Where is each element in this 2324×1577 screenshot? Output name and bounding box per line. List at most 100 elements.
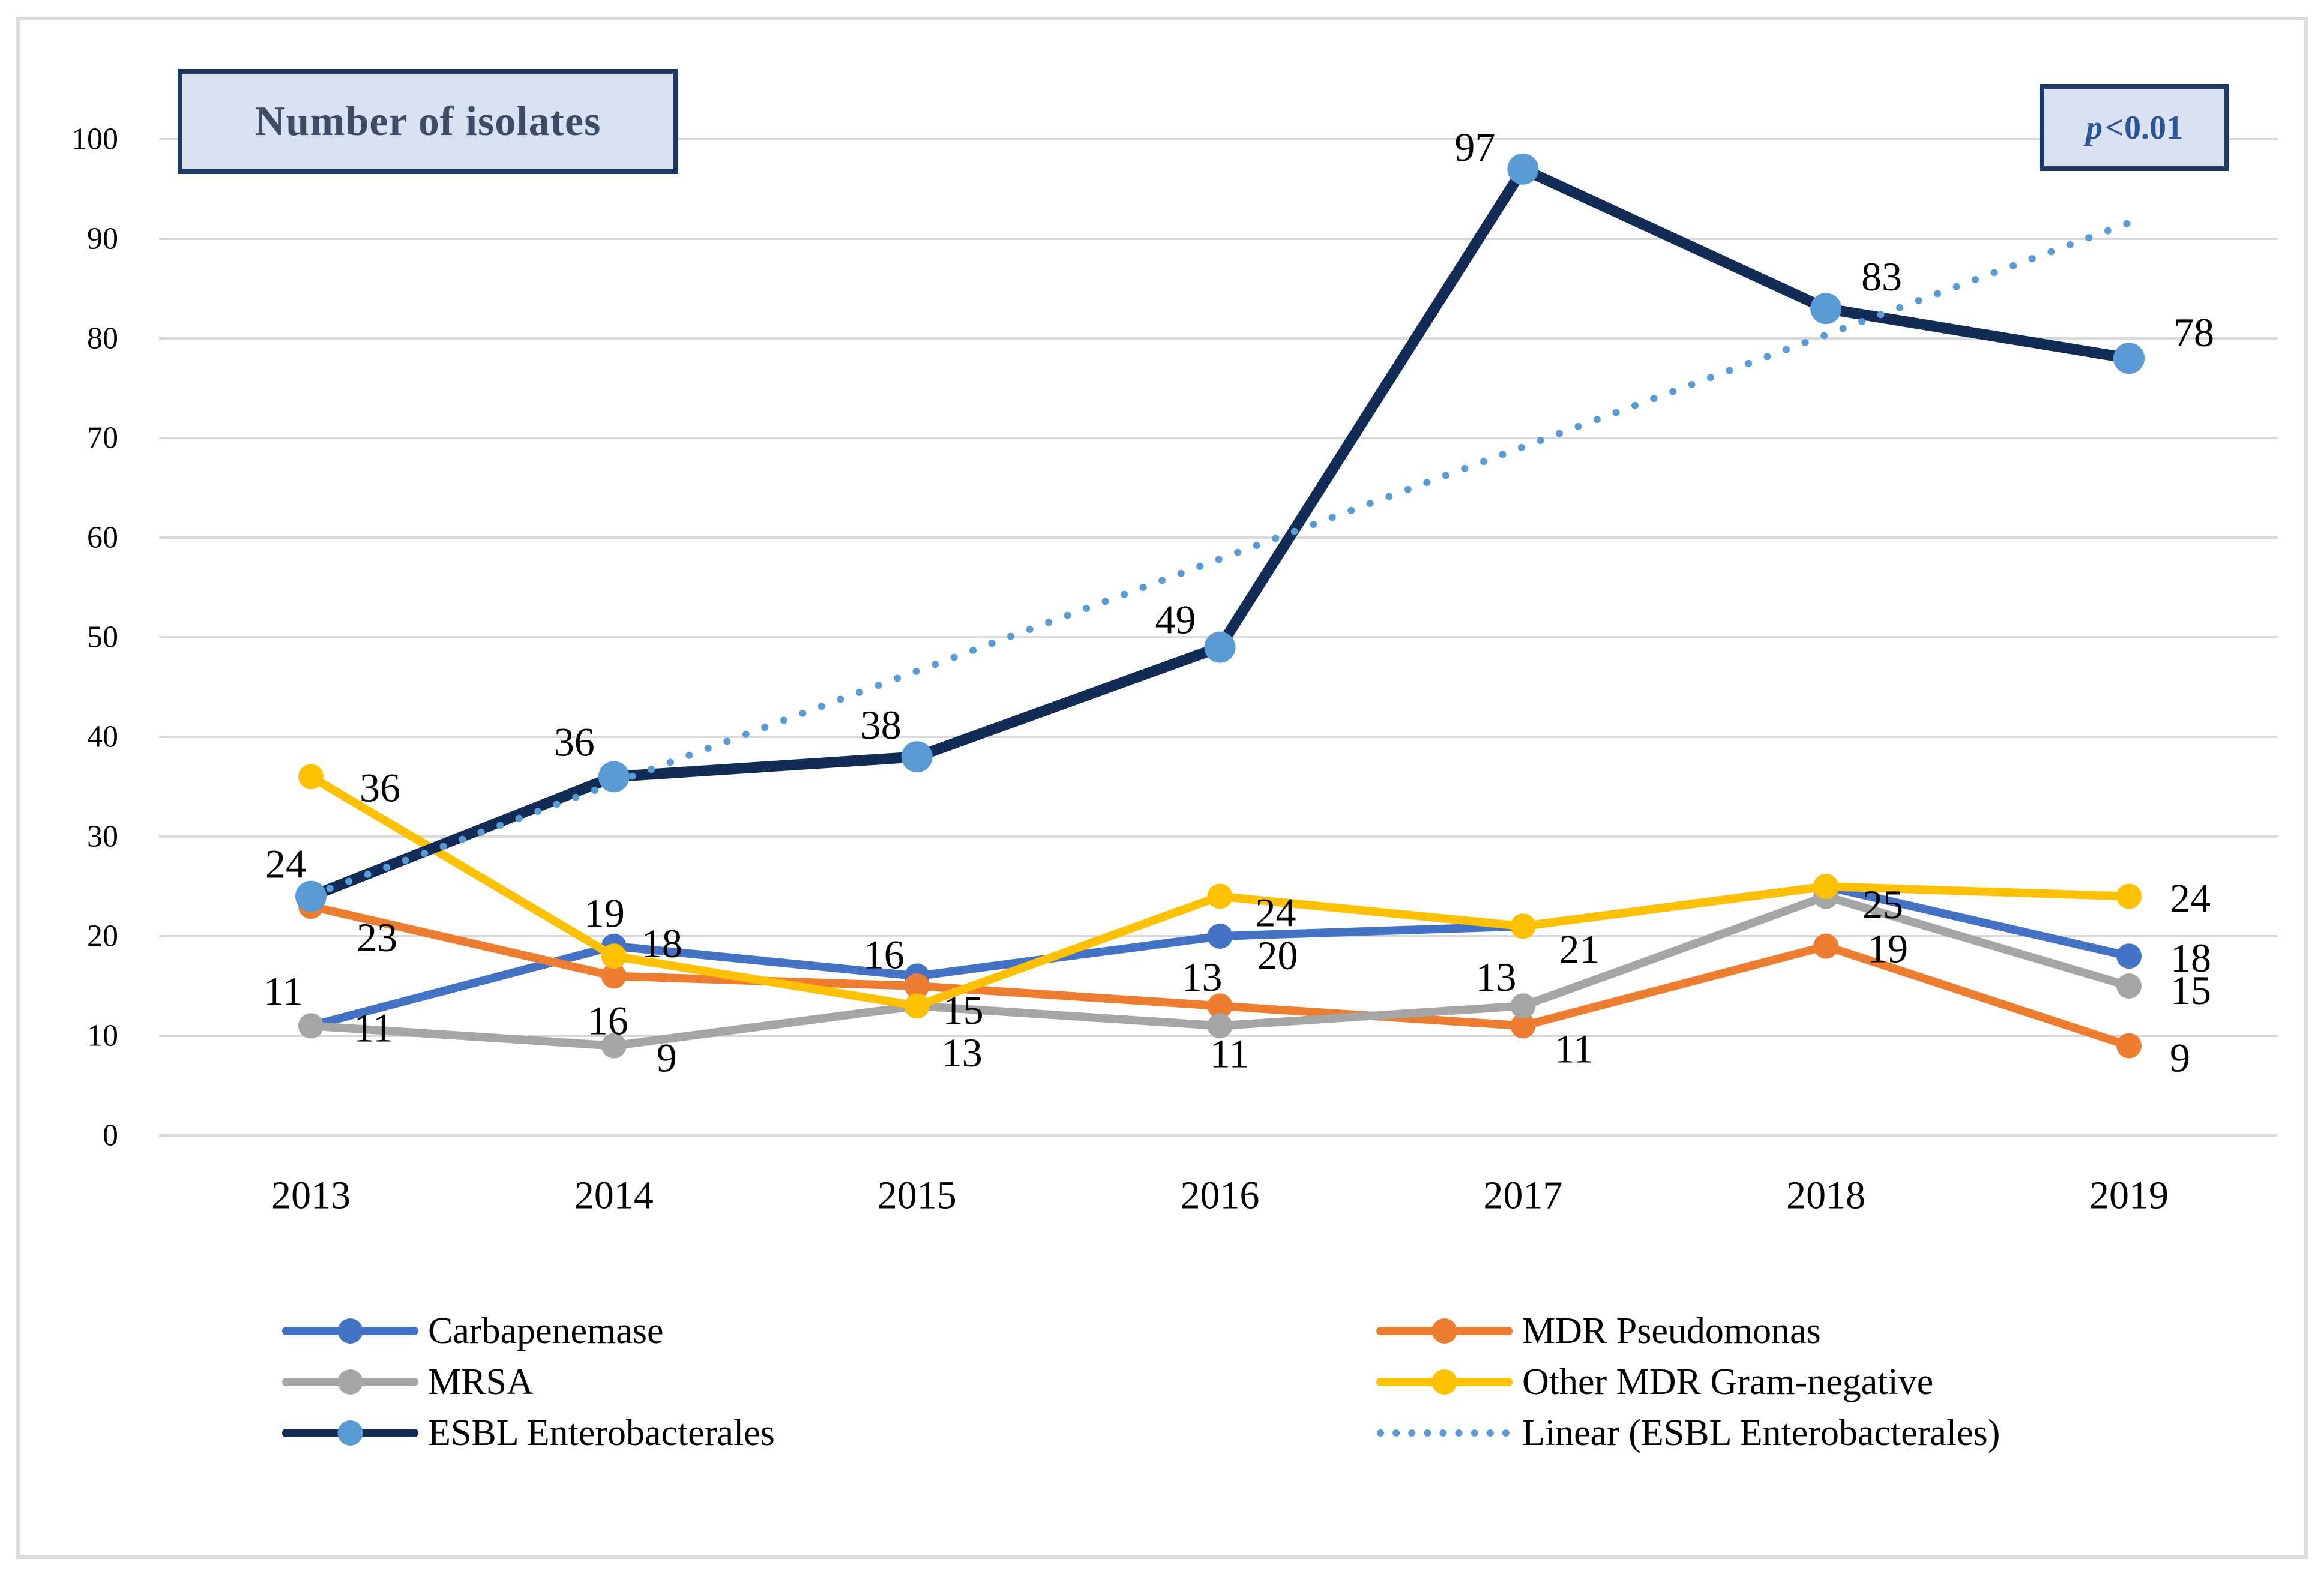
data-point-marker (601, 963, 627, 989)
data-point-label: 78 (2173, 310, 2214, 355)
data-point-label: 9 (657, 1035, 677, 1081)
y-axis-label: 10 (87, 1019, 118, 1053)
x-axis-labels: 2013 2014 2015 2016 2017 2018 2019 (271, 1174, 2169, 1218)
data-point-marker (298, 1013, 324, 1039)
legend-marker (337, 1318, 363, 1344)
p-value-box: p<0.01 (2040, 84, 2229, 171)
y-axis-label: 80 (87, 322, 118, 356)
data-point-label: 15 (943, 987, 984, 1033)
data-point-marker (1507, 153, 1539, 185)
legend-marker (1431, 1369, 1457, 1395)
x-axis-label: 2018 (1786, 1174, 1865, 1218)
data-point-marker (598, 761, 630, 793)
data-point-marker (901, 741, 933, 773)
x-axis-label: 2015 (878, 1174, 957, 1218)
data-point-label: 11 (1555, 1026, 1594, 1071)
data-point-label: 11 (1210, 1030, 1249, 1076)
data-point-label: 36 (360, 764, 400, 810)
legend-item-esbl-enterobacterales: ESBL Enterobacterales (282, 1413, 775, 1453)
data-point-marker (1813, 933, 1839, 959)
data-point-marker (298, 764, 324, 790)
data-point-marker (2113, 343, 2145, 374)
data-point-label: 9 (2170, 1035, 2190, 1081)
y-axis-label: 90 (87, 222, 118, 256)
y-axis-label: 60 (87, 521, 118, 555)
data-point-marker (601, 1033, 627, 1059)
data-point-marker (2116, 1033, 2142, 1059)
data-point-marker (2116, 883, 2142, 909)
p-value-number: <0.01 (2105, 109, 2183, 146)
data-point-label: 11 (263, 968, 303, 1014)
y-axis-label: 70 (87, 421, 118, 455)
data-point-marker (904, 973, 930, 999)
y-axis-label: 40 (87, 720, 118, 754)
legend-marker (337, 1420, 363, 1446)
legend-label: Carbapenemase (428, 1311, 663, 1351)
data-point-label: 16 (588, 997, 628, 1043)
data-point-marker (1510, 913, 1536, 939)
legend: Carbapenemase MRSA ESBL Enterobacterales MD… (282, 1311, 2000, 1453)
data-point-label: 13 (1475, 954, 1516, 1000)
data-point-marker (2116, 943, 2142, 969)
data-point-label: 21 (1559, 926, 1600, 972)
legend-item-mrsa: MRSA (282, 1362, 534, 1402)
y-axis-label: 50 (87, 620, 118, 655)
y-axis-label: 0 (103, 1119, 118, 1153)
data-point-label: 19 (584, 891, 625, 936)
data-point-marker (904, 993, 930, 1019)
chart-title-box: Number of isolates (178, 69, 678, 174)
y-axis-label: 30 (87, 820, 118, 854)
data-point-label: 15 (2170, 967, 2211, 1013)
data-point-label: 49 (1155, 597, 1196, 643)
series-other-mdr-gram-negative (298, 764, 2142, 1019)
data-point-label: 97 (1454, 124, 1495, 170)
trendline-dotted (307, 219, 2133, 899)
p-value-text: p<0.01 (2086, 109, 2183, 147)
legend-item-carbapenemase: Carbapenemase (282, 1311, 663, 1351)
data-point-marker (1207, 1013, 1233, 1039)
x-axis-label: 2019 (2089, 1174, 2169, 1218)
legend-label: MDR Pseudomonas (1522, 1311, 1821, 1351)
data-point-label: 18 (2170, 935, 2211, 981)
legend-marker (337, 1369, 363, 1395)
data-point-marker (1207, 993, 1233, 1019)
series-line (306, 163, 2134, 902)
data-point-label: 25 (1862, 882, 1903, 927)
chart-title: Number of isolates (254, 98, 601, 145)
data-point-label: 24 (265, 841, 306, 887)
legend-label: Other MDR Gram-negative (1522, 1362, 1933, 1402)
data-point-label: 18 (642, 921, 682, 966)
data-point-marker (1813, 874, 1839, 899)
data-point-marker (1510, 1013, 1536, 1039)
data-point-label: 16 (864, 931, 905, 977)
data-point-label: 13 (942, 1030, 983, 1075)
legend-label: MRSA (428, 1362, 534, 1402)
legend-label: ESBL Enterobacterales (428, 1413, 775, 1453)
data-point-label: 24 (1256, 890, 1296, 936)
legend-item-linear-esbl-enterobacterales-: Linear (ESBL Enterobacterales) (1377, 1413, 2000, 1453)
data-point-label: 19 (1867, 926, 1908, 972)
data-point-marker (1207, 924, 1233, 949)
legend-label: Linear (ESBL Enterobacterales) (1522, 1413, 2000, 1453)
legend-item-other-mdr-gram-negative: Other MDR Gram-negative (1376, 1362, 1933, 1402)
data-point-marker (2116, 973, 2142, 999)
x-axis-label: 2013 (271, 1174, 351, 1218)
legend-marker (1431, 1318, 1457, 1344)
data-point-label: 13 (1182, 954, 1223, 1000)
data-point-label: 38 (861, 702, 902, 748)
data-point-label: 24 (2170, 876, 2211, 921)
data-point-marker (1810, 293, 1842, 325)
figure-border (16, 17, 2308, 1559)
legend-item-mdr-pseudomonas: MDR Pseudomonas (1376, 1311, 1821, 1351)
data-point-marker (601, 943, 627, 969)
x-axis-label: 2017 (1483, 1174, 1562, 1218)
p-value-symbol: p (2086, 109, 2103, 146)
data-point-label: 11 (354, 1005, 393, 1050)
x-axis-label: 2016 (1181, 1174, 1260, 1218)
y-axis-labels: 0 10 20 30 40 50 60 70 80 90 100 (71, 122, 118, 1153)
y-axis-label: 100 (71, 122, 118, 157)
y-axis-label: 20 (87, 919, 118, 954)
